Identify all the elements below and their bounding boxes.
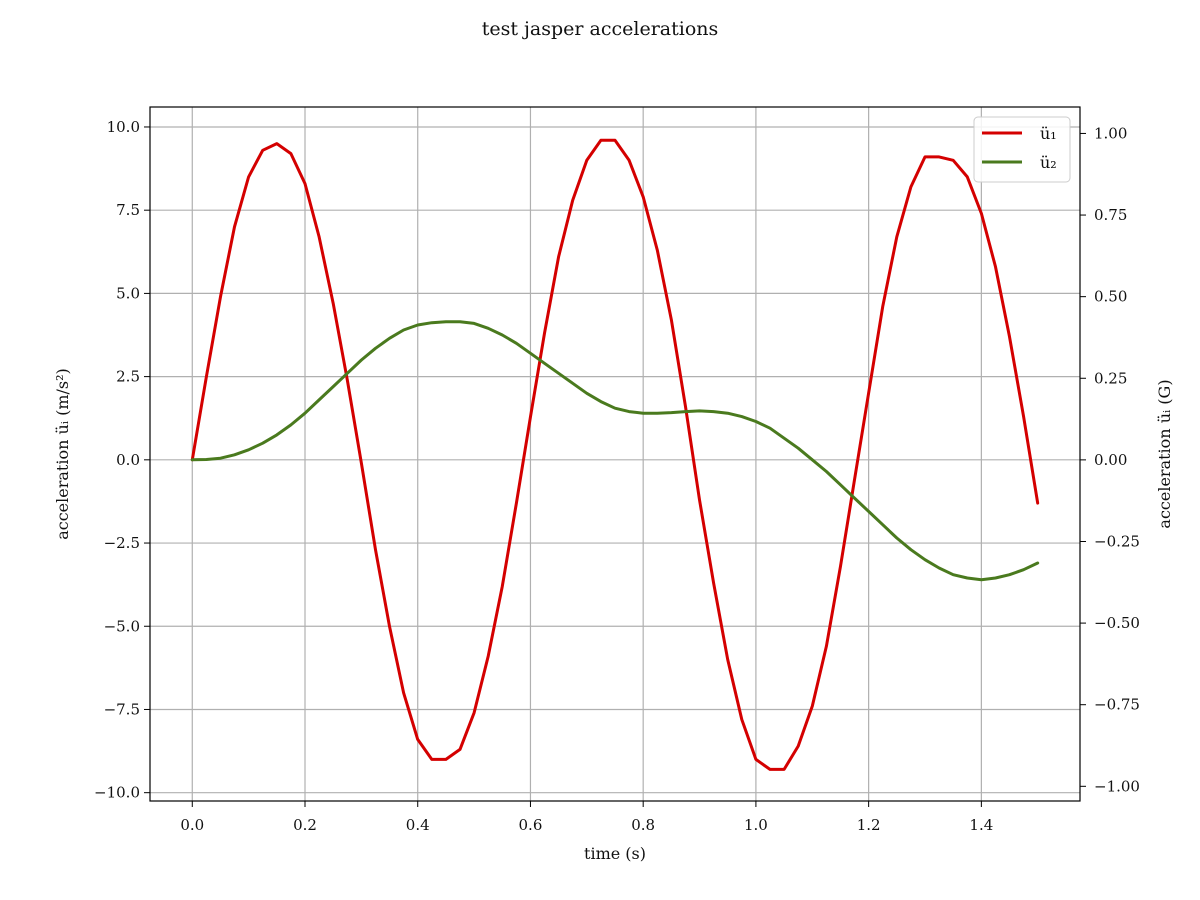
y-right-tick-label: −0.75 [1094, 696, 1140, 714]
y-axis-right-label: acceleration üᵢ (G) [1155, 379, 1174, 528]
y-left-tick-label: 2.5 [116, 368, 140, 386]
y-axis-left-label: acceleration üᵢ (m/s²) [53, 368, 72, 540]
x-tick-label: 1.4 [969, 816, 993, 834]
y-left-tick-label: 0.0 [116, 451, 140, 469]
y-right-tick-label: 0.50 [1094, 288, 1127, 306]
x-axis-label: time (s) [584, 844, 646, 863]
series-line-1 [190, 138, 1040, 771]
y-left-tick-label: −2.5 [104, 534, 140, 552]
y-right-tick-label: 0.00 [1094, 451, 1127, 469]
y-right-tick-label: −0.25 [1094, 532, 1140, 550]
y-right-tick-label: 0.25 [1094, 369, 1127, 387]
y-axis-right: −1.00 −0.75 −0.50 −0.25 0.00 0.25 0.50 0.75 1.00 [1080, 124, 1140, 795]
y-right-tick-label: −1.00 [1094, 777, 1140, 795]
legend-label-1: ü₁ [1040, 124, 1057, 143]
x-tick-label: 0.8 [631, 816, 655, 834]
y-left-tick-label: −5.0 [104, 617, 140, 635]
x-tick-label: 0.4 [406, 816, 430, 834]
legend: ü₁ ü₂ [973, 116, 1071, 183]
plot-area [190, 138, 1040, 771]
y-left-tick-label: 10.0 [107, 118, 140, 136]
plot-frame [149, 106, 1081, 802]
y-left-tick-label: 7.5 [116, 201, 140, 219]
series-line-2 [190, 320, 1040, 582]
y-left-tick-label: −7.5 [104, 700, 140, 718]
x-tick-label: 1.0 [744, 816, 768, 834]
chart-title: test jasper accelerations [482, 18, 719, 40]
x-tick-label: 1.2 [857, 816, 881, 834]
x-tick-label: 0.0 [180, 816, 204, 834]
y-left-tick-label: −10.0 [94, 784, 140, 802]
legend-label-2: ü₂ [1040, 153, 1057, 172]
y-right-tick-label: 1.00 [1094, 124, 1127, 142]
grid [150, 107, 1080, 801]
x-axis: 0.0 0.2 0.4 0.6 0.8 1.0 1.2 1.4 [180, 801, 993, 834]
y-right-tick-label: 0.75 [1094, 206, 1127, 224]
y-right-tick-label: −0.50 [1094, 614, 1140, 632]
y-left-tick-label: 5.0 [116, 284, 140, 302]
x-tick-label: 0.2 [293, 816, 317, 834]
y-axis-left: −10.0 −7.5 −5.0 −2.5 0.0 2.5 5.0 7.5 10.0 [94, 118, 150, 802]
x-tick-label: 0.6 [519, 816, 543, 834]
